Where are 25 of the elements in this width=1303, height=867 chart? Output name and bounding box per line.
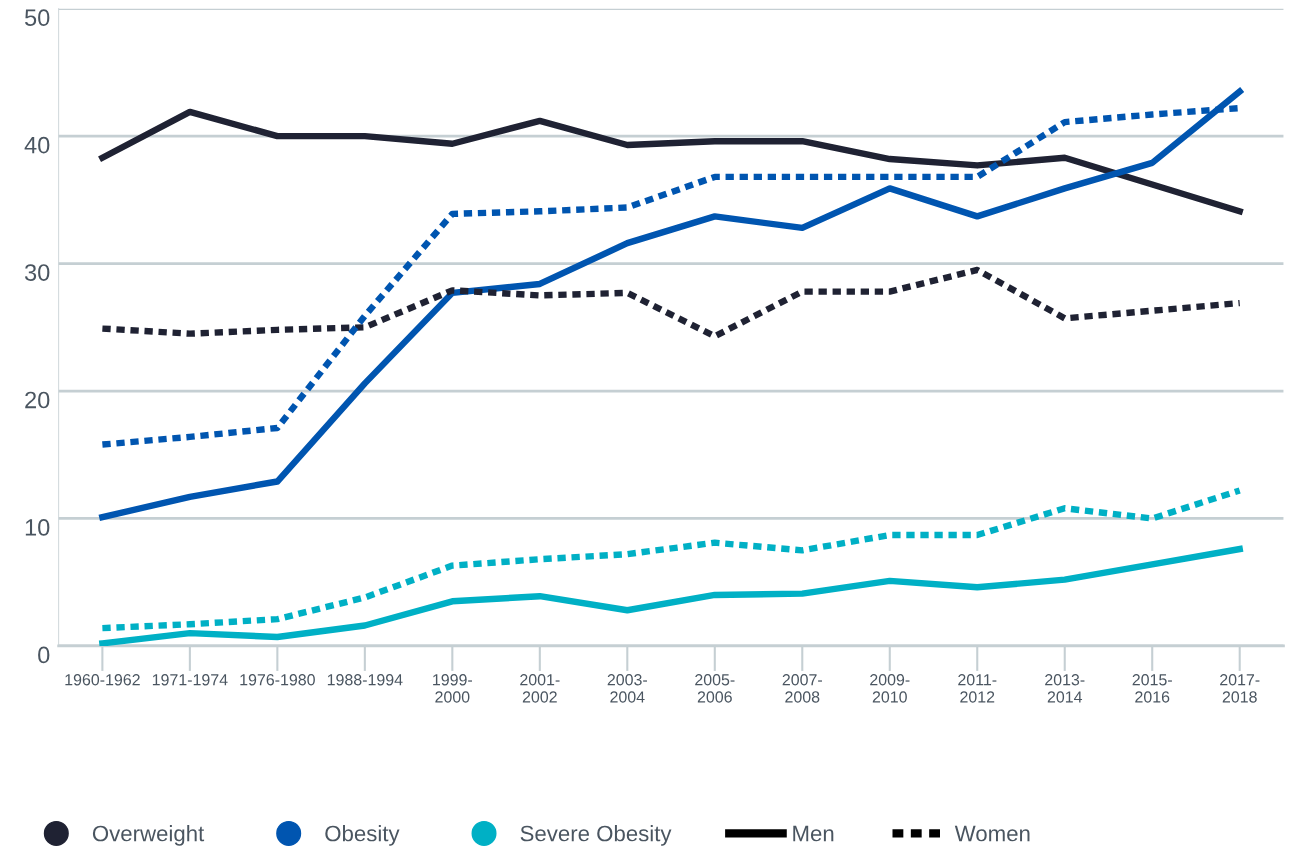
x-tick-label: 2011- 2012 bbox=[958, 674, 997, 703]
x-tick-label: 2013- 2014 bbox=[1045, 674, 1085, 703]
text: Men bbox=[793, 825, 834, 842]
x-tick-label: 2003- 2004 bbox=[607, 674, 648, 703]
x-tick-label: 1999- 2000 bbox=[433, 674, 473, 703]
legend-label: Severe Obesity bbox=[520, 825, 672, 846]
y-tick-label: 50 bbox=[24, 9, 50, 27]
y-tick-label: 40 bbox=[24, 136, 50, 154]
y-tick-label: 30 bbox=[24, 264, 50, 281]
x-tick-label: 2005- 2006 bbox=[695, 674, 735, 703]
y-tick-label: 20 bbox=[25, 391, 50, 409]
x-tick-label: 2001- 2002 bbox=[520, 674, 560, 703]
x-tick-label: 1976-1980 bbox=[240, 674, 315, 686]
x-tick-label: 1960-1962 bbox=[65, 674, 140, 686]
x-tick-label: 2009- 2010 bbox=[870, 674, 910, 703]
legend-label: Obesity bbox=[325, 825, 400, 846]
text: Women bbox=[954, 825, 1030, 842]
y-tick-label: 0 bbox=[38, 646, 50, 664]
y-tick-label: 10 bbox=[25, 519, 50, 536]
x-tick-label: 2015- 2016 bbox=[1132, 674, 1172, 703]
x-tick-label: 2007- 2008 bbox=[782, 674, 822, 703]
x-tick-label: 2017- 2018 bbox=[1220, 674, 1260, 703]
legend-label: Overweight bbox=[92, 825, 205, 846]
x-tick-label: 1971-1974 bbox=[152, 674, 228, 686]
x-tick-label: 1988-1994 bbox=[327, 674, 403, 686]
